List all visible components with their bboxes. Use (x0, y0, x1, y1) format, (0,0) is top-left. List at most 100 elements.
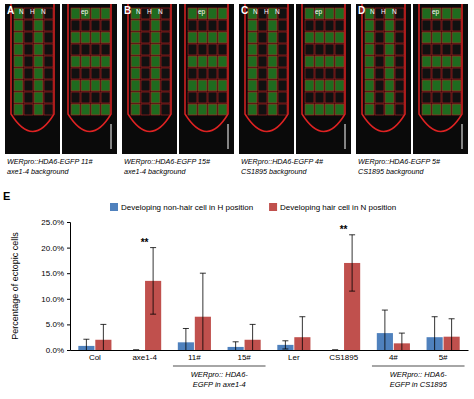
cell (218, 80, 227, 91)
x-tick-label: 11# (188, 353, 201, 362)
cell (365, 104, 374, 115)
cell (395, 68, 404, 79)
cell (71, 20, 80, 31)
error-bar (233, 342, 239, 350)
position-label: N (370, 8, 375, 15)
x-tick-label: Col (89, 353, 101, 362)
cell (218, 20, 227, 31)
y-tick-label: 25.0% (41, 218, 64, 227)
cell (278, 32, 287, 43)
cell (385, 44, 394, 55)
cell (305, 32, 314, 43)
cell (141, 68, 150, 79)
cell (188, 44, 197, 55)
cell (442, 68, 451, 79)
cell (432, 92, 441, 103)
cell (268, 68, 277, 79)
cell (385, 104, 394, 115)
cell (198, 92, 207, 103)
error-bar (349, 235, 355, 291)
y-tick-mark (67, 324, 70, 325)
cell (315, 32, 324, 43)
layer-label: ep (315, 8, 323, 16)
cell (81, 80, 90, 91)
cell (422, 20, 431, 31)
cell (188, 56, 197, 67)
error-stem (103, 324, 104, 350)
cell (278, 56, 287, 67)
cell (268, 56, 277, 67)
error-bar (449, 319, 455, 350)
cell (198, 80, 207, 91)
cell (161, 104, 170, 115)
x-tick-label: CS1895 (329, 353, 358, 362)
cell (24, 104, 33, 115)
cell (208, 104, 217, 115)
cell (24, 68, 33, 79)
micrograph (122, 4, 177, 154)
cell (198, 8, 207, 19)
cell (14, 8, 23, 19)
cell (452, 44, 461, 55)
cell (248, 104, 257, 115)
cell (81, 56, 90, 67)
cell (14, 32, 23, 43)
cell (432, 104, 441, 115)
cell (395, 44, 404, 55)
cell (365, 20, 374, 31)
cell (278, 80, 287, 91)
cell (91, 92, 100, 103)
cell (335, 32, 344, 43)
cell (131, 80, 140, 91)
panel: ANHNepWERpro::HDA6-EGFP 11#axe1-4 backgr… (5, 4, 117, 176)
y-tick-mark (67, 299, 70, 300)
position-label: N (392, 8, 397, 15)
micrograph (356, 4, 411, 154)
cell (395, 20, 404, 31)
cell (14, 56, 23, 67)
cell (422, 104, 431, 115)
cell (452, 68, 461, 79)
error-stem (235, 342, 236, 350)
cell (101, 104, 110, 115)
cell (335, 68, 344, 79)
cell (452, 8, 461, 19)
position-label: H (147, 8, 152, 15)
cell (365, 44, 374, 55)
position-label: N (136, 8, 141, 15)
cell (305, 56, 314, 67)
cell (81, 8, 90, 19)
cell (432, 8, 441, 19)
error-cap (233, 341, 239, 342)
cell (91, 8, 100, 19)
cell (325, 92, 334, 103)
cell (315, 20, 324, 31)
error-cap (200, 273, 206, 274)
cell (131, 8, 140, 19)
significance: ** (141, 237, 149, 248)
error-cap (382, 310, 388, 311)
cell (452, 104, 461, 115)
cell (161, 56, 170, 67)
error-cap (100, 324, 106, 325)
cell (188, 32, 197, 43)
cell (141, 104, 150, 115)
significance: ** (340, 224, 348, 235)
cell (452, 32, 461, 43)
error-cap (282, 348, 288, 349)
cell (208, 32, 217, 43)
cell (131, 56, 140, 67)
cell (188, 80, 197, 91)
cell (258, 80, 267, 91)
cell (335, 20, 344, 31)
root-outline (68, 4, 111, 132)
bar (128, 350, 144, 351)
error-bar (200, 273, 206, 350)
cell (375, 44, 384, 55)
cell (44, 44, 53, 55)
cell (315, 80, 324, 91)
cell (151, 68, 160, 79)
cell (305, 80, 314, 91)
cell (422, 68, 431, 79)
micrograph (5, 4, 60, 154)
